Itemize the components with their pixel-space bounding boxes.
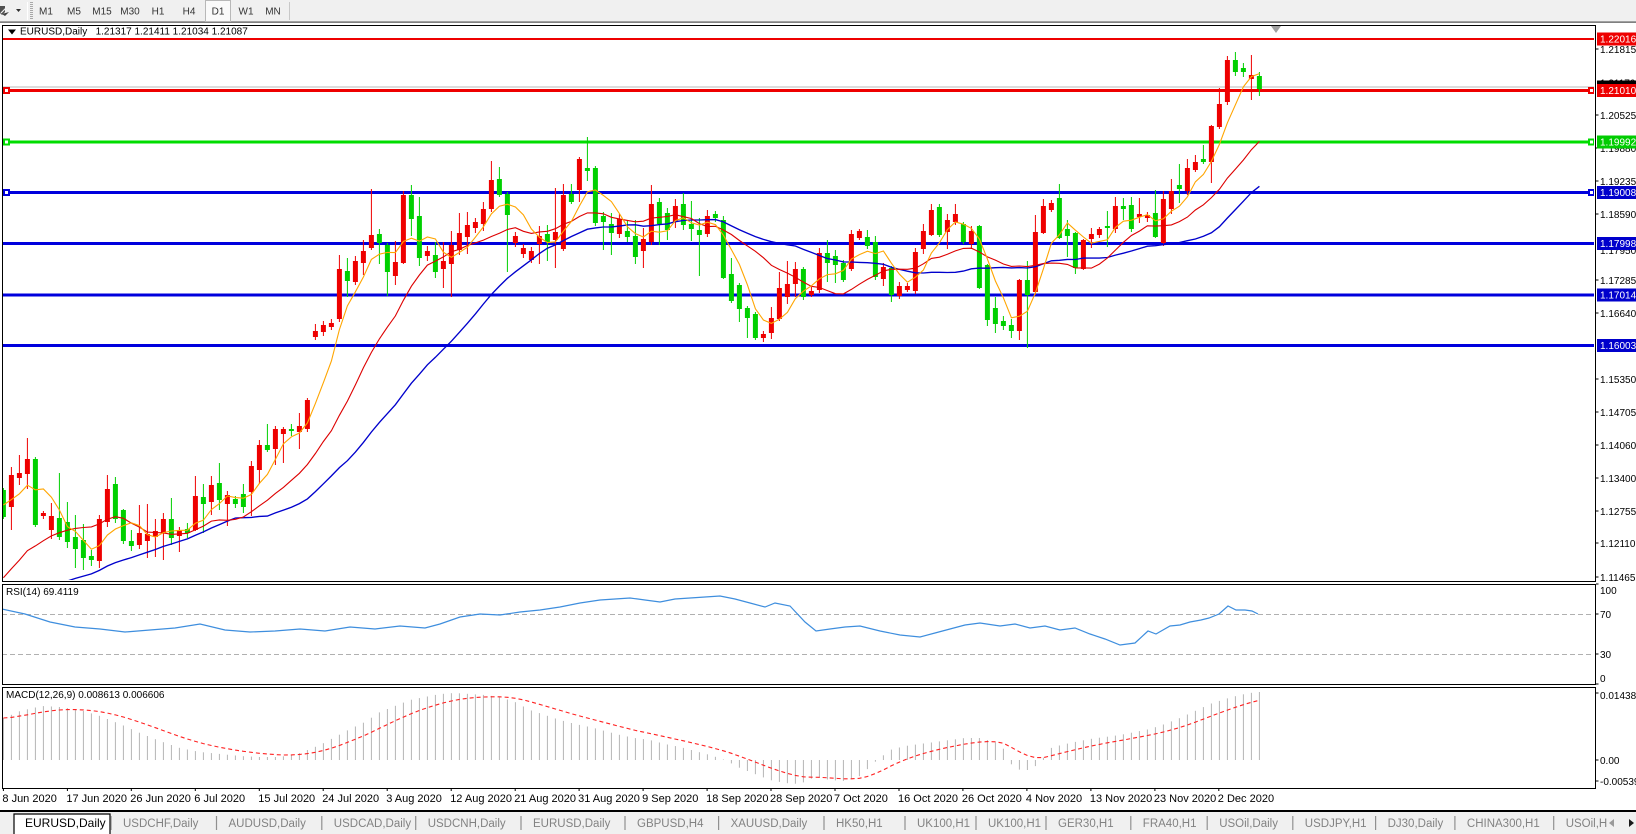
svg-text:8 Jun 2020: 8 Jun 2020 [2, 793, 56, 805]
svg-text:30: 30 [1600, 650, 1612, 661]
svg-text:UK100,H1: UK100,H1 [988, 818, 1041, 830]
svg-text:USDCAD,Daily: USDCAD,Daily [334, 818, 412, 830]
svg-text:1.13400: 1.13400 [1600, 474, 1636, 485]
svg-text:16 Oct 2020: 16 Oct 2020 [898, 793, 958, 805]
svg-text:USDJPY,H1: USDJPY,H1 [1305, 818, 1367, 830]
svg-text:USOil,H: USOil,H [1566, 818, 1608, 830]
svg-text:1.22016: 1.22016 [1600, 35, 1636, 46]
svg-text:H4: H4 [183, 7, 196, 18]
svg-text:AUDUSD,Daily: AUDUSD,Daily [229, 818, 307, 830]
svg-text:GER30,H1: GER30,H1 [1058, 818, 1114, 830]
svg-text:1.20525: 1.20525 [1600, 111, 1636, 122]
svg-text:24 Jul 2020: 24 Jul 2020 [322, 793, 379, 805]
svg-text:1.11465: 1.11465 [1600, 573, 1636, 584]
svg-text:0.00: 0.00 [1600, 756, 1620, 767]
svg-text:23 Nov 2020: 23 Nov 2020 [1154, 793, 1216, 805]
svg-text:USDCHF,Daily: USDCHF,Daily [123, 818, 199, 830]
svg-text:MACD(12,26,9) 0.008613 0.00660: MACD(12,26,9) 0.008613 0.006606 [6, 690, 165, 701]
svg-text:XAUUSD,Daily: XAUUSD,Daily [731, 818, 808, 830]
svg-text:1.14705: 1.14705 [1600, 408, 1636, 419]
svg-text:EURUSD,Daily 1.21317 1.21411: EURUSD,Daily 1.21317 1.21411 1.21034 1.2… [20, 27, 248, 38]
svg-text:1.17998: 1.17998 [1600, 239, 1636, 250]
svg-text:1.19235: 1.19235 [1600, 177, 1636, 188]
svg-text:9 Sep 2020: 9 Sep 2020 [642, 793, 698, 805]
svg-text:D1: D1 [212, 7, 225, 18]
svg-text:70: 70 [1600, 610, 1612, 621]
svg-text:1.21815: 1.21815 [1600, 45, 1636, 56]
svg-text:EURUSD,Daily: EURUSD,Daily [25, 816, 106, 830]
svg-text:4 Nov 2020: 4 Nov 2020 [1026, 793, 1082, 805]
svg-text:1.19992: 1.19992 [1600, 138, 1636, 149]
svg-text:RSI(14) 69.4119: RSI(14) 69.4119 [6, 587, 79, 598]
svg-text:USDCNH,Daily: USDCNH,Daily [428, 818, 506, 830]
svg-text:17 Jun 2020: 17 Jun 2020 [66, 793, 127, 805]
svg-text:13 Nov 2020: 13 Nov 2020 [1090, 793, 1152, 805]
svg-text:FRA40,H1: FRA40,H1 [1143, 818, 1197, 830]
svg-text:1.18590: 1.18590 [1600, 210, 1636, 221]
svg-text:M1: M1 [39, 7, 53, 18]
svg-text:1.15350: 1.15350 [1600, 375, 1636, 386]
svg-text:1.16003: 1.16003 [1600, 341, 1636, 352]
svg-text:HK50,H1: HK50,H1 [836, 818, 883, 830]
svg-text:0: 0 [1600, 674, 1606, 685]
svg-text:H1: H1 [152, 7, 165, 18]
svg-text:1.21010: 1.21010 [1600, 86, 1636, 97]
svg-text:26 Jun 2020: 26 Jun 2020 [130, 793, 191, 805]
svg-text:1.14060: 1.14060 [1600, 441, 1636, 452]
svg-text:EURUSD,Daily: EURUSD,Daily [533, 818, 611, 830]
svg-text:100: 100 [1600, 586, 1617, 597]
svg-text:CHINA300,H1: CHINA300,H1 [1467, 818, 1540, 830]
svg-text:0.014384: 0.014384 [1600, 691, 1636, 702]
svg-text:1.17285: 1.17285 [1600, 276, 1636, 287]
svg-text:1.12110: 1.12110 [1600, 539, 1636, 550]
svg-text:1.19008: 1.19008 [1600, 188, 1636, 199]
svg-text:M30: M30 [120, 7, 140, 18]
svg-text:7 Oct 2020: 7 Oct 2020 [834, 793, 888, 805]
svg-text:28 Sep 2020: 28 Sep 2020 [770, 793, 832, 805]
svg-text:1.17014: 1.17014 [1600, 291, 1636, 302]
svg-text:3 Aug 2020: 3 Aug 2020 [386, 793, 442, 805]
svg-text:26 Oct 2020: 26 Oct 2020 [962, 793, 1022, 805]
svg-text:-0.005396: -0.005396 [1600, 777, 1636, 788]
svg-text:USOil,Daily: USOil,Daily [1219, 818, 1278, 830]
svg-text:M15: M15 [92, 7, 112, 18]
svg-text:1.16640: 1.16640 [1600, 309, 1636, 320]
svg-text:31 Aug 2020: 31 Aug 2020 [578, 793, 640, 805]
svg-text:18 Sep 2020: 18 Sep 2020 [706, 793, 768, 805]
svg-text:1.19880: 1.19880 [1600, 144, 1636, 155]
svg-text:6 Jul 2020: 6 Jul 2020 [194, 793, 245, 805]
svg-text:GBPUSD,H4: GBPUSD,H4 [637, 818, 704, 830]
svg-text:M5: M5 [67, 7, 81, 18]
svg-text:MN: MN [265, 7, 281, 18]
svg-text:1.12755: 1.12755 [1600, 507, 1636, 518]
svg-text:UK100,H1: UK100,H1 [917, 818, 970, 830]
svg-text:1.17950: 1.17950 [1600, 246, 1636, 257]
svg-text:21 Aug 2020: 21 Aug 2020 [514, 793, 576, 805]
svg-text:15 Jul 2020: 15 Jul 2020 [258, 793, 315, 805]
svg-text:2 Dec 2020: 2 Dec 2020 [1218, 793, 1274, 805]
svg-text:W1: W1 [239, 7, 254, 18]
svg-text:12 Aug 2020: 12 Aug 2020 [450, 793, 512, 805]
svg-text:DJ30,Daily: DJ30,Daily [1388, 818, 1444, 830]
